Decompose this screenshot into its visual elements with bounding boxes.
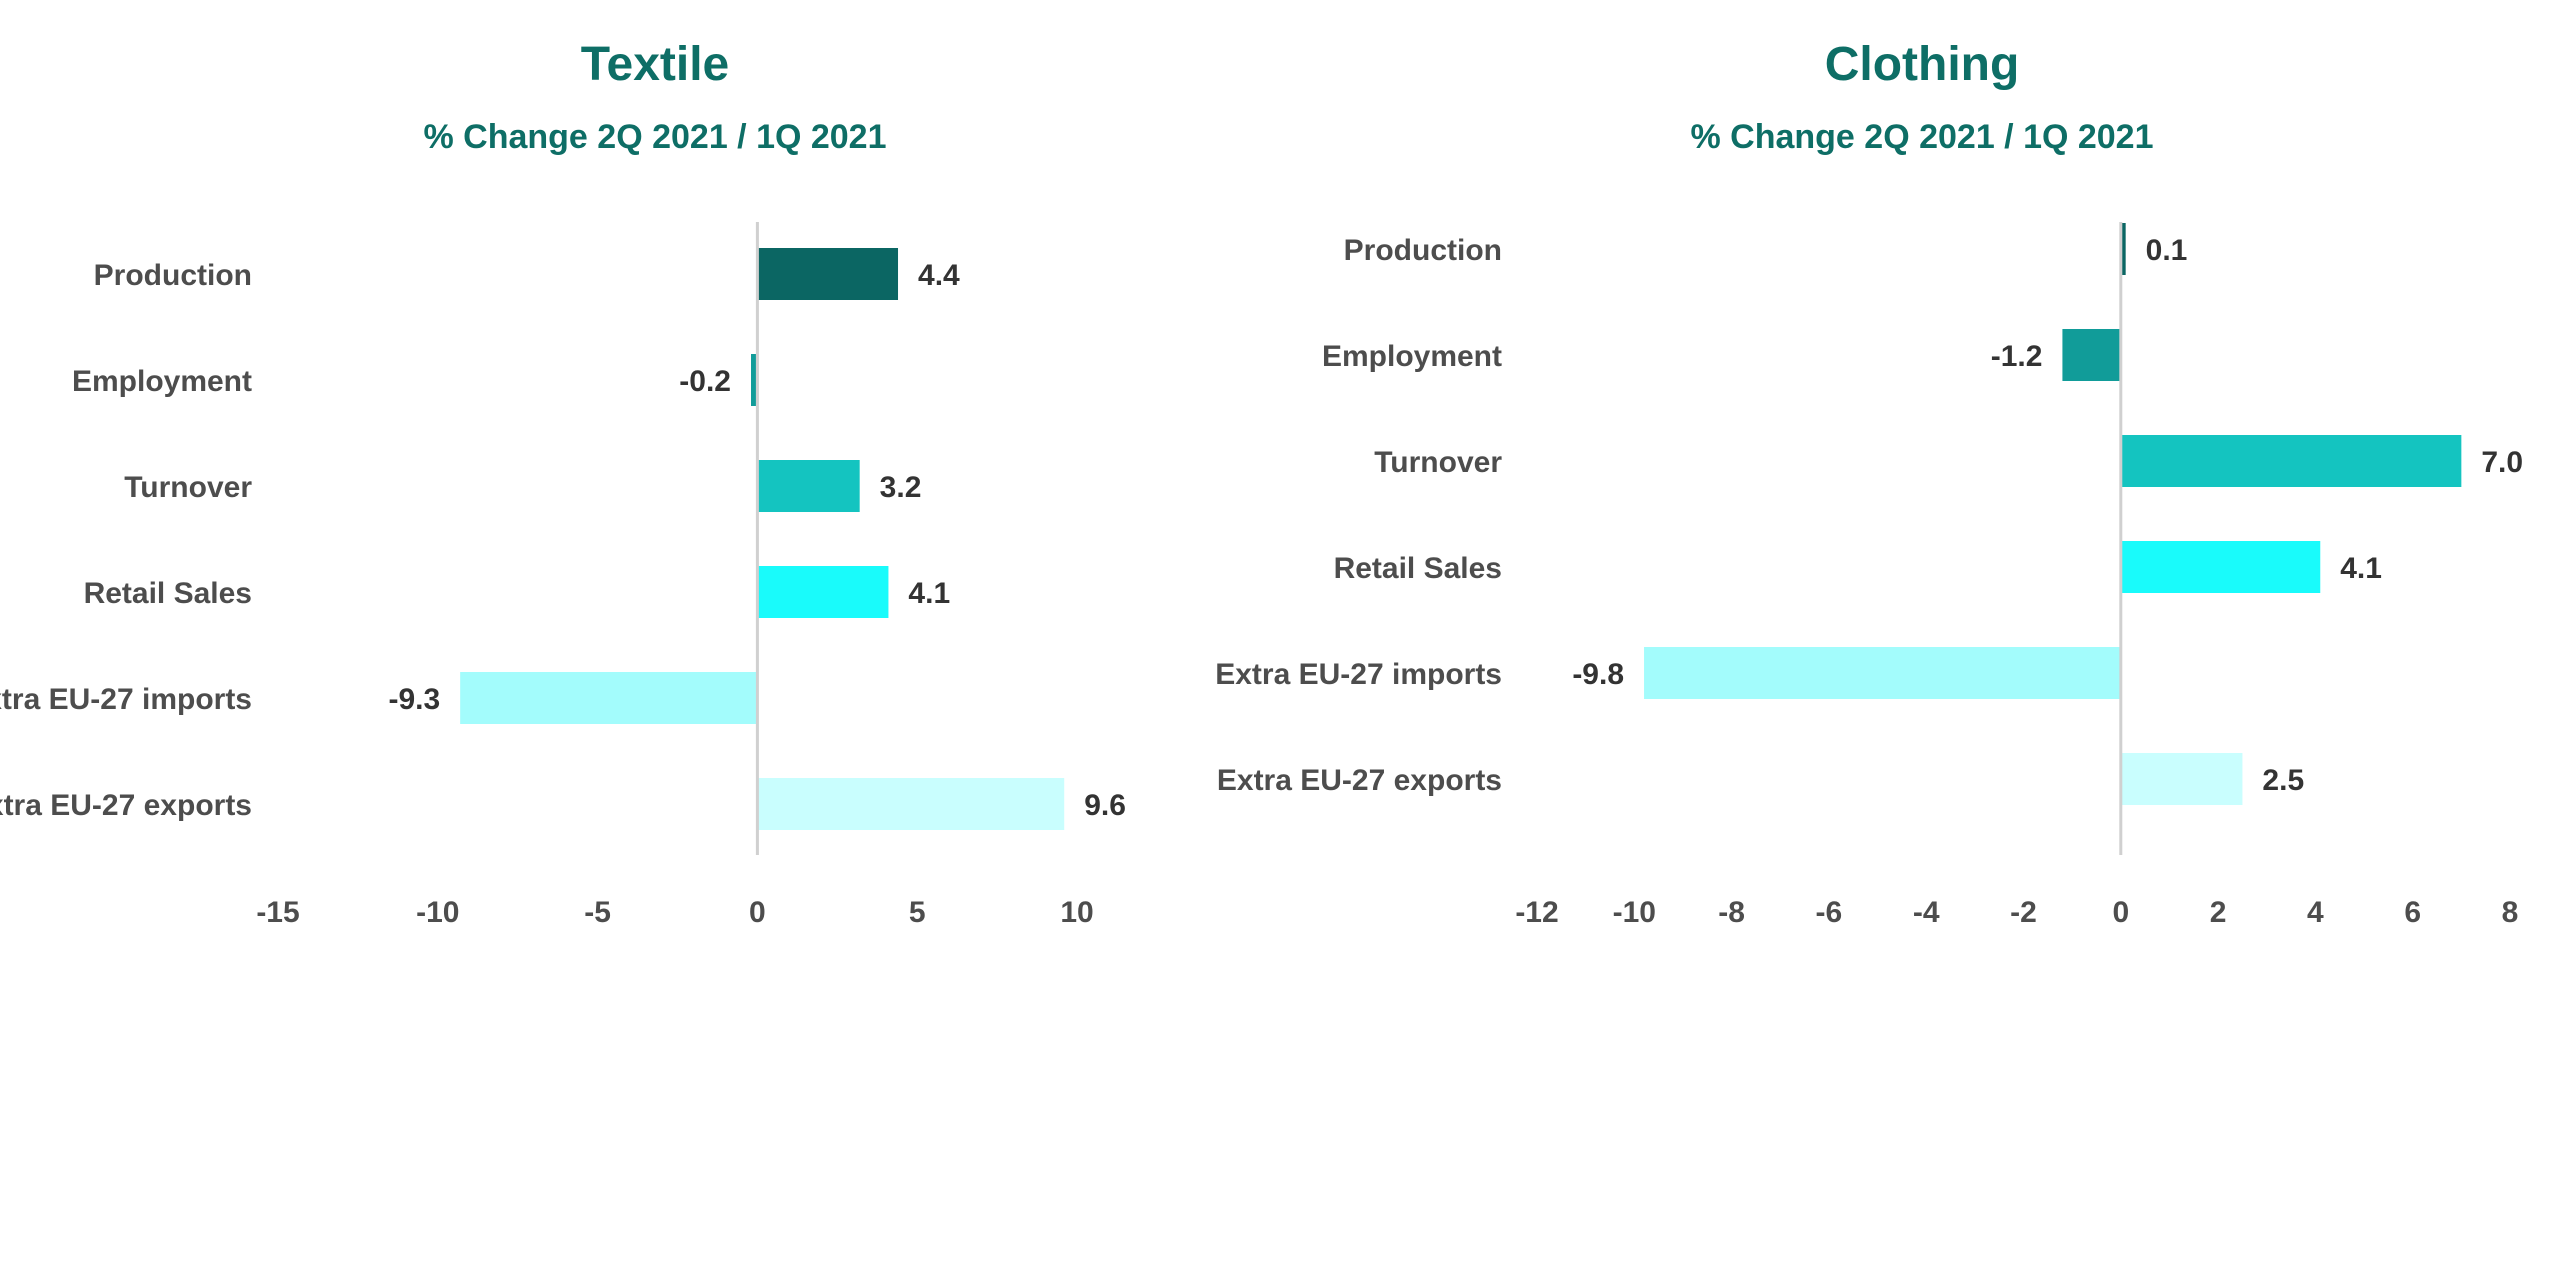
- textile-data-labels: 4.4 -0.2 3.2 4.1 -9.3 9.6: [388, 259, 1125, 822]
- clothing-category-retail-sales: Retail Sales: [1334, 552, 1502, 585]
- clothing-category-labels: Production Employment Turnover Retail Sales…: [1215, 234, 1502, 797]
- clothing-tick-label: 4: [2307, 896, 2324, 929]
- clothing-tick-label: -12: [1515, 896, 1558, 929]
- textile-category-employment: Employment: [72, 365, 252, 398]
- textile-bar-retail-sales: [757, 566, 889, 618]
- clothing-bar-turnover: [2120, 435, 2462, 487]
- clothing-tick-label: 0: [2112, 896, 2129, 929]
- clothing-bars: [1644, 223, 2462, 805]
- clothing-subtitle: % Change 2Q 2021 / 1Q 2021: [1690, 118, 2153, 156]
- textile-bar-turnover: [757, 460, 860, 512]
- textile-bar-production: [757, 248, 899, 300]
- textile-category-production: Production: [94, 259, 252, 292]
- textile-category-turnover: Turnover: [124, 471, 252, 504]
- textile-tick-label: 5: [909, 896, 926, 929]
- textile-data-label-retail-sales: 4.1: [908, 577, 950, 610]
- clothing-x-ticks: -12 -10 -8 -6 -4 -2 0 2 4 6 8: [1515, 896, 2518, 929]
- textile-data-label-production: 4.4: [918, 259, 960, 292]
- clothing-category-production: Production: [1344, 234, 1502, 267]
- textile-chart: Textile % Change 2Q 2021 / 1Q 2021 Produ…: [0, 38, 1126, 929]
- clothing-data-label-employment: -1.2: [1991, 340, 2043, 373]
- textile-bar-extra-eu-27-imports: [460, 672, 758, 724]
- textile-category-extra-eu-27-imports: Extra EU-27 imports: [0, 683, 252, 716]
- textile-category-labels: Production Employment Turnover Retail Sales…: [0, 259, 252, 822]
- textile-bar-extra-eu-27-exports: [757, 778, 1065, 830]
- clothing-data-label-extra-eu-27-imports: -9.8: [1572, 658, 1624, 691]
- textile-x-ticks: -15 -10 -5 0 5 10: [256, 896, 1093, 929]
- clothing-tick-label: 8: [2502, 896, 2519, 929]
- textile-data-label-employment: -0.2: [679, 365, 731, 398]
- clothing-bar-extra-eu-27-exports: [2120, 753, 2243, 805]
- clothing-category-employment: Employment: [1322, 340, 1502, 373]
- clothing-bar-retail-sales: [2120, 541, 2321, 593]
- textile-title: Textile: [581, 38, 730, 91]
- clothing-tick-label: -6: [1816, 896, 1843, 929]
- textile-tick-label: 10: [1060, 896, 1093, 929]
- textile-tick-label: -10: [416, 896, 459, 929]
- clothing-tick-label: -2: [2010, 896, 2037, 929]
- textile-tick-label: -5: [584, 896, 611, 929]
- textile-data-label-extra-eu-27-imports: -9.3: [388, 683, 440, 716]
- clothing-category-extra-eu-27-exports: Extra EU-27 exports: [1217, 764, 1502, 797]
- clothing-data-label-retail-sales: 4.1: [2340, 552, 2382, 585]
- clothing-bar-employment: [2062, 329, 2121, 381]
- clothing-data-label-turnover: 7.0: [2481, 446, 2523, 479]
- clothing-chart: Clothing % Change 2Q 2021 / 1Q 2021 Prod…: [1215, 38, 2523, 929]
- clothing-category-extra-eu-27-imports: Extra EU-27 imports: [1215, 658, 1502, 691]
- clothing-category-turnover: Turnover: [1374, 446, 1502, 479]
- clothing-data-label-extra-eu-27-exports: 2.5: [2262, 764, 2304, 797]
- textile-tick-label: 0: [749, 896, 766, 929]
- clothing-bar-extra-eu-27-imports: [1644, 647, 2121, 699]
- clothing-bar-production: [2120, 223, 2126, 275]
- textile-data-label-turnover: 3.2: [880, 471, 922, 504]
- clothing-tick-label: 6: [2404, 896, 2421, 929]
- clothing-tick-label: 2: [2210, 896, 2227, 929]
- textile-data-label-extra-eu-27-exports: 9.6: [1084, 789, 1126, 822]
- clothing-data-label-production: 0.1: [2146, 234, 2188, 267]
- clothing-data-labels: 0.1 -1.2 7.0 4.1 -9.8 2.5: [1572, 234, 2523, 797]
- clothing-title: Clothing: [1825, 38, 2020, 91]
- textile-subtitle: % Change 2Q 2021 / 1Q 2021: [423, 118, 886, 156]
- clothing-tick-label: -10: [1613, 896, 1656, 929]
- textile-bar-employment: [751, 354, 758, 406]
- textile-bars: [460, 248, 1065, 830]
- textile-category-retail-sales: Retail Sales: [84, 577, 252, 610]
- textile-tick-label: -15: [256, 896, 299, 929]
- clothing-tick-label: -8: [1718, 896, 1745, 929]
- clothing-tick-label: -4: [1913, 896, 1940, 929]
- textile-category-extra-eu-27-exports: Extra EU-27 exports: [0, 789, 252, 822]
